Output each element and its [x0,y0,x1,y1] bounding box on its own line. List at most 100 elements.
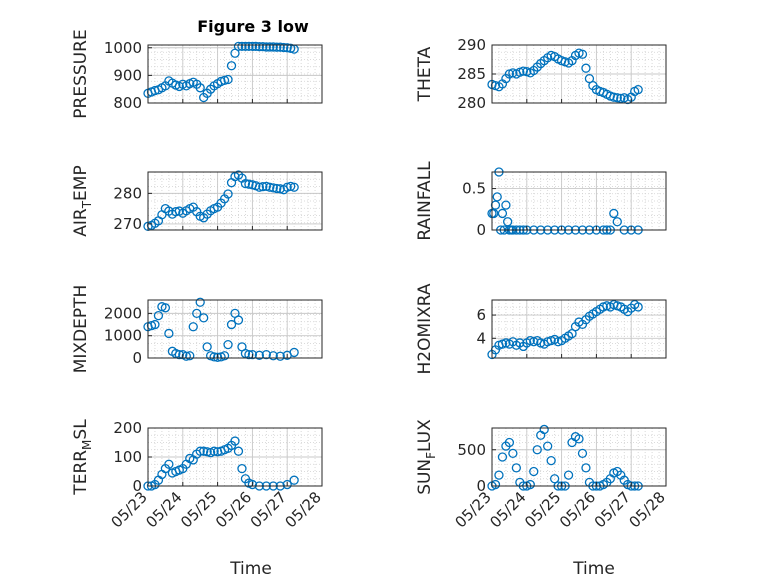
plot-5-point [233,315,244,325]
plot-1-point [279,42,289,53]
plot-5-point [223,339,233,350]
plot-5-point [199,313,209,323]
plot-4-point [609,208,619,219]
plot-7-ytick-label: 0 [132,477,142,495]
plot-5: 0 1000 2000 MIXDEPTH [71,285,323,374]
plot-1-point [261,42,271,52]
plot-1: 800 900 1000 PRESSURE [71,29,323,119]
plot-1-point [251,41,261,52]
plot-4-axes-box [491,171,667,231]
plot-6-ytick-label: 4 [476,329,486,347]
plot-1-point [265,42,275,52]
plot-7-point [233,446,244,456]
plot-8-point [574,434,584,444]
plot-3-point [258,182,268,192]
plot-5-point [192,308,202,319]
plot-2-ytick-label: 290 [457,36,486,54]
plot-5-point [219,351,230,361]
plot-5-point [261,350,271,360]
plot-4-ytick-label: 0.5 [462,180,486,198]
plot-3-axes-box [147,171,323,231]
plot-1-point [268,42,278,52]
plot-5-point [174,350,184,360]
plot-3-point [289,182,299,192]
plot-1-ytick-label: 1000 [104,39,142,57]
plot-4-grid [491,172,667,231]
plot-2-points [487,48,643,105]
plot-4-point [497,208,508,219]
plot-4-point [501,200,511,210]
plot-8-ytick-label: 500 [457,441,486,459]
plot-2-ytick-label: 285 [457,65,486,83]
plot-8-ylabel: SUNFLUX [415,419,438,495]
plot-1-point [223,74,233,85]
plot-5-point [247,350,258,360]
plot-1-point [195,83,205,93]
plot-3-point [275,184,285,194]
plot-8-point [508,448,518,459]
plot-5-point [209,352,219,362]
plot-1-point [244,41,254,52]
plot-3-ylabel: AIRTEMP [71,165,94,236]
plot-3-point [254,182,265,192]
plot-8-point [532,445,542,455]
plot-1-ytick-label: 900 [113,66,142,84]
plot-3-point [265,182,275,192]
plot-3-point [171,207,181,217]
plot-6-point [633,302,643,312]
plot-8-point [581,463,591,473]
plot-4-point [612,217,622,227]
plot-5-point [212,352,223,362]
plot-8-ytick-label: 0 [476,477,486,495]
plot-1-point [286,43,296,53]
plot-3-point [268,183,278,193]
x-axis-label-left: Time [229,559,272,579]
plot-6-axes-box [491,299,667,359]
plot-1-axes-box [147,44,323,104]
plot-5-points [143,297,299,362]
plot-1-point [275,42,285,52]
plot-2-point [581,63,591,73]
plot-7-point [202,447,212,457]
plot-1-point [282,43,292,53]
plot-8-point [529,466,539,477]
plot-7-ylabel: TERRMSL [71,419,94,496]
plot-2-point [518,66,528,76]
plot-5-point [164,328,174,339]
plot-2-ylabel: THETA [415,46,435,102]
plot-3: 270 280 AIRTEMP [71,165,323,237]
plot-8-grid [491,428,667,487]
plot-5-point [181,351,191,361]
figure-title: Figure 3 low [197,17,309,36]
plot-1-point [237,41,247,52]
plot-5-ytick-label: 1000 [104,327,142,345]
plot-7-point [282,479,292,490]
plot-5-point [153,310,164,321]
plot-2-point [609,92,619,102]
plot-6-ylabel: H2OMIXRA [415,283,435,374]
plot-1-point [272,42,282,52]
plot-3-point [240,178,251,189]
plot-2-point [577,49,588,59]
plot-5-axes-box [147,299,323,359]
plot-7-point [247,479,258,490]
plot-5-point [244,350,254,360]
plot-8-axes-box [491,427,667,487]
plot-2-point [612,93,622,103]
plot-7-point [230,436,240,446]
plot-4-ytick-label: 0 [476,221,486,239]
plot-5-ytick-label: 2000 [104,304,142,322]
plot-7-point [199,446,209,456]
plot-5-ylabel: MIXDEPTH [71,285,91,374]
plot-5-point [195,297,205,307]
plot-4: 0 0.5 RAINFALL [415,161,667,241]
plot-3-point [272,183,282,194]
plot-6-points [487,299,643,360]
x-axis-label-right: Time [572,559,615,579]
plot-2: 280 285 290 THETA [415,36,667,112]
plot-5-point [188,322,198,332]
plot-6: 4 6 H2OMIXRA [415,283,667,375]
plot-5-point [254,350,265,360]
plot-3-point [223,189,233,199]
